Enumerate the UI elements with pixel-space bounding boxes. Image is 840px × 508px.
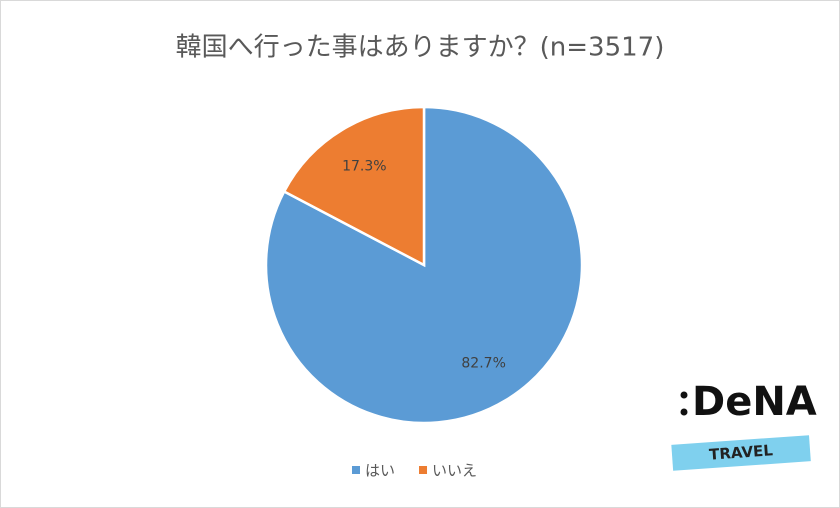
logo-dot xyxy=(680,391,688,399)
logo-band xyxy=(671,435,811,471)
logo-dot xyxy=(680,408,688,416)
data-label: 82.7% xyxy=(461,356,505,372)
data-label: 17.3% xyxy=(342,158,386,174)
legend-label: いいえ xyxy=(432,462,477,480)
logo: DeNA TRAVEL xyxy=(671,379,817,471)
legend-swatch xyxy=(419,466,428,474)
logo-brand: DeNA xyxy=(692,379,817,425)
logo-sub: TRAVEL xyxy=(709,441,774,463)
legend-swatch xyxy=(352,466,360,474)
pie-slice xyxy=(282,105,426,268)
chart-title: 韓国へ行った事はありますか？(n=3517) xyxy=(176,33,665,63)
legend-label: はい xyxy=(365,462,395,480)
